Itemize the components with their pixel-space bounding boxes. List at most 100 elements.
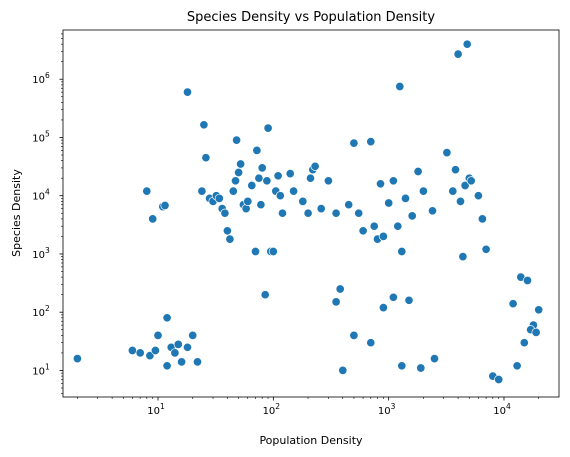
data-point xyxy=(338,365,348,375)
data-point xyxy=(397,246,407,257)
data-point xyxy=(188,330,198,340)
data-point xyxy=(508,299,518,309)
data-point xyxy=(473,191,483,201)
data-point xyxy=(519,338,529,348)
y-tick-label: 106 xyxy=(32,71,50,86)
data-point xyxy=(477,214,487,224)
data-point xyxy=(236,159,246,169)
data-point xyxy=(400,193,411,203)
y-tick-label: 102 xyxy=(32,304,50,319)
y-tick-label: 105 xyxy=(32,129,50,144)
data-point xyxy=(455,196,466,206)
data-point xyxy=(460,180,470,191)
data-point xyxy=(277,208,288,218)
data-point xyxy=(323,176,333,186)
data-point xyxy=(481,244,491,254)
data-point xyxy=(289,186,299,196)
data-point xyxy=(466,176,476,186)
data-point xyxy=(177,357,187,367)
data-point xyxy=(458,252,468,262)
y-axis-label: Species Density xyxy=(10,169,23,257)
x-tick-label: 101 xyxy=(147,402,165,417)
data-point xyxy=(366,137,376,147)
data-point xyxy=(442,148,452,158)
x-tick-label: 102 xyxy=(263,402,281,417)
data-point xyxy=(254,173,264,183)
data-point xyxy=(232,135,242,145)
data-point xyxy=(349,138,359,148)
data-point xyxy=(162,313,172,323)
data-point xyxy=(384,198,394,208)
data-point xyxy=(220,208,230,218)
data-point xyxy=(344,200,354,210)
data-point xyxy=(148,214,158,224)
data-point xyxy=(427,206,438,216)
data-point xyxy=(316,204,326,214)
data-point xyxy=(416,363,426,373)
data-point xyxy=(331,297,341,307)
data-point xyxy=(247,180,257,191)
data-point xyxy=(298,196,308,206)
data-point xyxy=(263,123,273,133)
data-point xyxy=(366,338,376,348)
data-point xyxy=(335,284,345,294)
data-point xyxy=(331,208,341,218)
data-point xyxy=(378,231,388,241)
data-point xyxy=(349,330,359,340)
x-tick-label: 104 xyxy=(493,402,511,417)
data-point xyxy=(305,173,316,183)
data-point xyxy=(407,211,417,221)
data-point xyxy=(214,193,224,203)
data-point xyxy=(268,246,278,257)
data-point xyxy=(182,342,193,352)
y-tick-label: 103 xyxy=(32,246,50,261)
data-point xyxy=(135,348,145,358)
data-point xyxy=(358,226,368,236)
data-point xyxy=(150,345,160,356)
data-point xyxy=(303,208,313,218)
data-point xyxy=(369,221,379,231)
data-point xyxy=(462,39,472,49)
data-point xyxy=(310,161,320,171)
y-tick-label: 104 xyxy=(32,188,50,203)
data-point xyxy=(522,275,533,286)
y-tick-label: 101 xyxy=(32,362,50,377)
data-point xyxy=(201,153,211,163)
y-axis: 101 102 103 104 105 106 xyxy=(32,33,63,394)
data-point xyxy=(192,357,203,367)
data-point xyxy=(273,171,283,181)
data-point xyxy=(404,295,414,305)
data-point xyxy=(182,87,193,97)
data-point xyxy=(160,200,170,211)
data-point xyxy=(197,186,207,196)
data-point xyxy=(388,292,398,302)
data-point xyxy=(388,176,398,186)
data-point xyxy=(127,345,137,356)
data-point xyxy=(222,226,232,236)
data-point xyxy=(142,186,152,196)
data-point xyxy=(397,361,407,371)
data-point xyxy=(395,81,405,92)
data-point xyxy=(531,327,541,337)
data-point xyxy=(250,246,261,257)
data-point xyxy=(413,166,423,177)
data-point xyxy=(199,120,209,130)
data-point xyxy=(170,348,180,358)
data-point xyxy=(453,49,463,59)
data-point xyxy=(285,169,295,179)
data-point xyxy=(256,200,266,210)
data-point xyxy=(230,176,241,186)
x-axis-label: Population Density xyxy=(259,434,363,447)
data-point xyxy=(534,305,544,315)
data-point xyxy=(512,361,522,371)
data-point xyxy=(418,186,428,196)
data-point xyxy=(173,339,183,349)
data-point xyxy=(225,234,235,244)
data-point xyxy=(378,303,388,313)
data-point xyxy=(257,163,267,173)
data-point xyxy=(494,374,504,385)
data-point xyxy=(228,186,238,196)
data-point xyxy=(354,208,364,218)
data-point xyxy=(393,221,403,231)
